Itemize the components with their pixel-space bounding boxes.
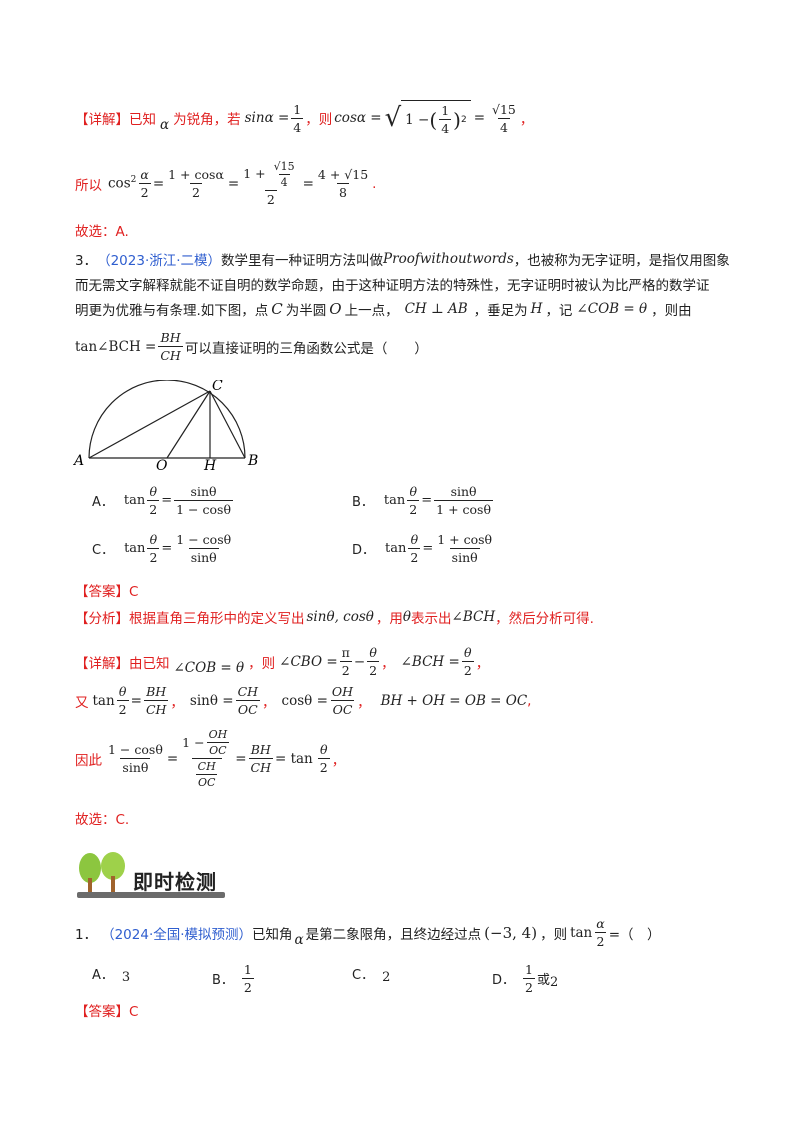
q3-source: （2023·浙江·二模） bbox=[97, 253, 222, 269]
q1-answer: 【答案】C bbox=[75, 1004, 139, 1020]
q3-analysis: 【分析】 根据直角三角形中的定义写出 sinθ, cosθ ，用 θ 表示出 ∠… bbox=[75, 609, 594, 627]
q3-line3: 明更为优雅与有条理.如下图，点 C 为半圆 O 上一点， CH ⊥ AB ，垂足… bbox=[75, 300, 692, 319]
q3-line2: 而无需文字解释就能不证自明的数学命题，由于这种证明方法的特殊性，无字证明时被认为… bbox=[75, 278, 710, 294]
q3-line1: 3． （2023·浙江·二模） 数学里有一种证明方法叫做 Proofwithou… bbox=[75, 251, 730, 269]
detail-tag: 【详解】 bbox=[75, 112, 129, 128]
q1-stem: 1． （2024·全国·模拟预测） 已知角 α 是第二象限角，且终边经过点 (−… bbox=[75, 916, 661, 949]
semicircle-figure: A O H B C bbox=[72, 380, 258, 472]
label-H: H bbox=[203, 458, 217, 472]
label-A: A bbox=[72, 453, 84, 469]
label-B: B bbox=[247, 453, 258, 469]
q1-option-a[interactable]: A． 3 bbox=[92, 968, 131, 985]
q3-line4: tan∠BCH = BH CH 可以直接证明的三角函数公式是（ ） bbox=[75, 330, 428, 363]
q1-source: （2024·全国·模拟预测） bbox=[101, 926, 253, 943]
sol2-choose: 故选：A. bbox=[75, 224, 129, 240]
section-banner: 即时检测 bbox=[75, 852, 225, 900]
q3-answer: 【答案】C bbox=[75, 584, 139, 600]
q3-choose: 故选：C. bbox=[75, 812, 130, 828]
section-title: 即时检测 bbox=[133, 870, 217, 894]
q1-option-c[interactable]: C． 2 bbox=[352, 968, 391, 985]
q3-therefore-line: 因此 1 − cosθ sinθ = 1 − OH OC CH OC = BH CH = … bbox=[75, 728, 346, 789]
label-C: C bbox=[212, 380, 223, 394]
label-O: O bbox=[156, 458, 168, 472]
banner-underline bbox=[77, 892, 225, 898]
tree-icon bbox=[79, 852, 125, 895]
